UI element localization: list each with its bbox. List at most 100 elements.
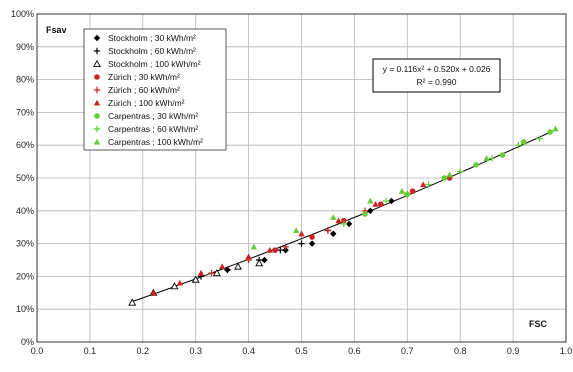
x-tick-label: 0.3	[189, 346, 202, 356]
legend-marker	[93, 59, 101, 68]
data-point	[457, 168, 464, 175]
data-point	[197, 269, 205, 276]
y-tick-label: 0%	[21, 337, 34, 347]
y-tick-label: 60%	[16, 140, 34, 150]
plot-frame	[36, 13, 567, 343]
data-point	[382, 197, 390, 205]
data-point	[170, 282, 179, 290]
data-point	[536, 135, 543, 142]
x-tick-label: 0.2	[137, 346, 150, 356]
data-point	[261, 256, 268, 264]
legend-marker	[93, 86, 101, 94]
y-tick-label: 10%	[16, 304, 34, 314]
data-point	[547, 129, 553, 135]
data-point	[128, 298, 137, 306]
data-point	[282, 243, 289, 251]
data-point	[309, 234, 315, 240]
y-tick-label: 40%	[16, 206, 34, 216]
x-tick-label: 0.5	[295, 346, 308, 356]
data-point	[150, 289, 157, 296]
data-point	[483, 155, 490, 161]
data-point	[191, 275, 200, 283]
legend-marker	[93, 138, 101, 145]
data-point	[335, 217, 342, 224]
y-tick-label: 80%	[16, 75, 34, 85]
y-tick-label: 50%	[16, 173, 34, 183]
data-point	[245, 253, 252, 260]
data-point	[362, 211, 368, 217]
y-tick-label: 100%	[11, 9, 34, 19]
data-point	[341, 217, 347, 224]
legend: Stockholm ; 30 kWh/m² Stockholm ; 60 kWh/…	[83, 28, 227, 151]
data-point	[255, 259, 264, 267]
legend-marker	[94, 113, 100, 119]
data-point	[441, 175, 448, 181]
data-point	[372, 201, 379, 207]
x-axis-ticks: 0.0 0.1 0.2 0.3 0.4 0.5 0.6 0.7 0.8 0.9 1.0	[31, 346, 573, 356]
data-point	[404, 191, 411, 198]
data-point	[250, 243, 258, 250]
x-tick-label: 1.0	[560, 346, 573, 356]
x-tick-label: 0.7	[401, 346, 414, 356]
data-point	[224, 266, 231, 274]
x-tick-label: 0.1	[84, 346, 97, 356]
legend-label: Zürich ; 100 kWh/m²	[108, 98, 185, 108]
legend-label: Carpentras ; 100 kWh/m²	[108, 137, 203, 147]
legend-marker	[93, 47, 101, 55]
data-point	[425, 181, 432, 188]
y-tick-label: 90%	[16, 42, 34, 52]
legend-frame	[83, 28, 227, 151]
data-point	[298, 230, 305, 237]
data-point	[520, 138, 527, 145]
x-axis-title: FSC	[529, 319, 548, 329]
data-point	[515, 142, 522, 149]
fit-r-squared: R² = 0.990	[417, 77, 457, 87]
data-point	[218, 263, 226, 270]
data-point	[446, 171, 453, 178]
data-point	[409, 188, 416, 194]
data-point	[367, 197, 374, 204]
y-tick-label: 30%	[16, 239, 34, 249]
data-point	[419, 181, 427, 188]
data-point	[298, 240, 305, 247]
data-point	[277, 246, 284, 254]
y-axis-title: Fsav	[46, 25, 67, 35]
data-point	[552, 125, 559, 132]
data-point	[208, 269, 215, 277]
data-point	[378, 201, 384, 208]
x-tick-label: 0.9	[507, 346, 520, 356]
legend-label: Stockholm ; 60 kWh/m²	[108, 46, 196, 56]
legend-marker	[94, 74, 100, 80]
legend-label: Carpentras ; 30 kWh/m²	[108, 111, 198, 121]
data-point	[330, 230, 337, 237]
y-tick-label: 70%	[16, 107, 34, 117]
x-tick-label: 0.4	[242, 346, 255, 356]
data-point	[212, 268, 221, 277]
data-point	[282, 246, 289, 254]
data-points	[128, 125, 559, 306]
legend-label: Zürich ; 30 kWh/m²	[108, 72, 180, 82]
data-point	[324, 227, 332, 234]
fit-equation: y = 0.116x² + 0.520x + 0.026	[383, 64, 491, 74]
data-point	[308, 240, 316, 247]
legend-marker	[93, 99, 101, 106]
x-tick-label: 0.6	[348, 346, 361, 356]
x-tick-label: 0.0	[31, 346, 44, 356]
equation-box-frame	[372, 58, 501, 93]
data-point	[340, 220, 348, 228]
data-point	[398, 187, 406, 194]
data-point	[330, 214, 337, 220]
data-point	[234, 262, 242, 270]
data-point	[345, 220, 353, 228]
legend-label: Zürich ; 60 kWh/m²	[108, 85, 180, 95]
y-tick-label: 20%	[16, 271, 34, 281]
data-point	[499, 152, 506, 158]
data-point	[473, 162, 479, 168]
legend-label: Stockholm ; 30 kWh/m²	[108, 33, 196, 43]
equation-box: y = 0.116x² + 0.520x + 0.026 R² = 0.990	[372, 58, 501, 93]
data-point	[388, 197, 395, 205]
data-point	[266, 246, 273, 253]
legend-label: Carpentras ; 60 kWh/m²	[108, 124, 198, 134]
